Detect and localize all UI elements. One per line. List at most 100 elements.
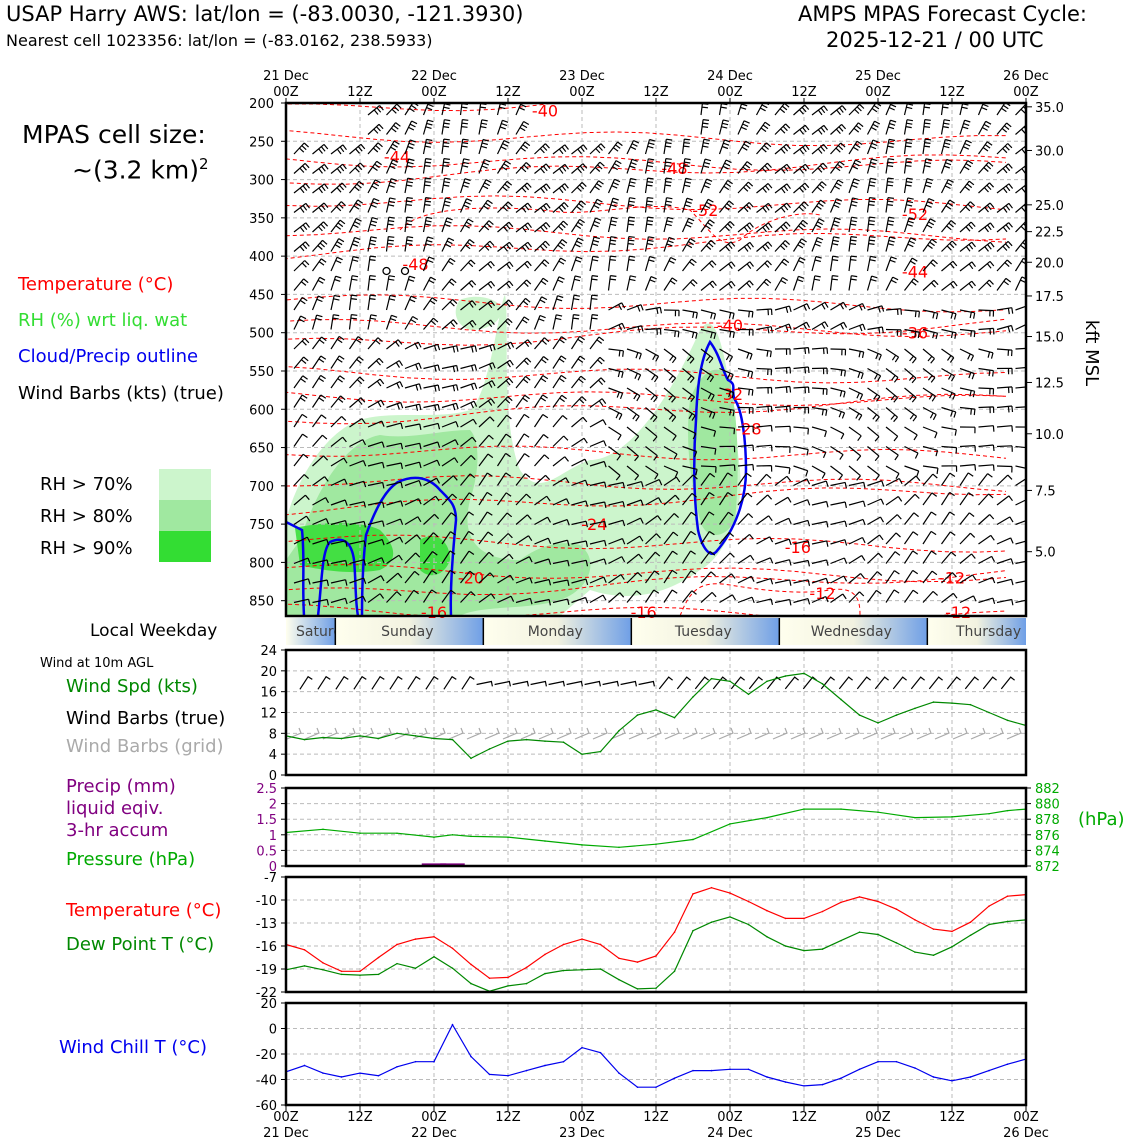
wind-barb-icon: [367, 461, 385, 469]
wind-barb-icon: [404, 442, 422, 450]
wind10m-panel: 0 4 8 12 16 20 24: [260, 644, 1028, 784]
wind-barb-icon: [756, 241, 773, 252]
wind-barb-icon: [885, 236, 896, 252]
wind-barb-icon: [404, 516, 422, 526]
temperature-line-point: [377, 956, 380, 959]
wind-barb-icon: [626, 236, 635, 252]
wind-barb-icon: [460, 418, 477, 428]
wind-barb-icon: [312, 163, 329, 174]
wind-barb-icon: [349, 559, 367, 566]
wind-barb-icon: [811, 105, 828, 116]
wind-barb-icon: [589, 314, 599, 330]
wind-barb-icon: [515, 577, 533, 584]
top-hour-label: 00Z: [569, 85, 595, 100]
wind-barb-icon: [811, 301, 829, 311]
wind-barb-icon: [829, 255, 839, 272]
wind-barb-icon: [811, 595, 829, 604]
temperature-line-point: [914, 919, 916, 921]
wind-barb-icon: [626, 517, 644, 526]
wind-barb-icon: [367, 337, 383, 350]
wind-barb-icon: [756, 444, 773, 452]
wind-barb-icon: [848, 426, 862, 442]
temperature-contour-line: [286, 294, 1007, 313]
temperature-line-point: [803, 917, 805, 920]
pressure-line-point: [322, 828, 324, 831]
wind-barb-icon: [534, 454, 550, 467]
wind-barb-icon: [830, 321, 848, 331]
wind-barb-grid-icon: [1006, 727, 1022, 740]
wind-barb-icon: [423, 422, 441, 430]
wind-barb-icon: [515, 493, 532, 506]
wind-barb-icon: [478, 416, 495, 428]
wind-barb-icon: [422, 158, 432, 174]
wind-barb-icon: [441, 457, 459, 467]
top-hour-label: 12Z: [939, 85, 965, 100]
wind-barb-icon: [718, 472, 733, 486]
wind-barb-icon: [700, 158, 712, 174]
wind-barb-icon: [330, 182, 347, 194]
wind-barb-icon: [312, 559, 330, 566]
wind-barb-icon: [404, 139, 416, 155]
wind-barb-icon: [367, 255, 377, 272]
wind-barb-icon: [978, 473, 993, 486]
wind-barb-icon: [404, 103, 419, 116]
temperature-line-point: [895, 908, 898, 910]
wind-barb-icon: [866, 236, 876, 252]
wind-barb-icon: [330, 201, 347, 213]
wind-barb-icon: [718, 491, 734, 506]
wind-barb-icon: [774, 305, 792, 313]
wind-barb-icon: [330, 559, 348, 567]
wind-barb-icon: [515, 453, 530, 467]
wind-barb-icon: [478, 531, 494, 545]
wind-barb-icon: [478, 119, 488, 135]
wind-barb-icon: [756, 202, 773, 213]
wind-barb-icon: [460, 345, 478, 353]
temperature-contour-line: [286, 603, 1007, 616]
wind-barb-icon: [867, 407, 880, 422]
wind-barb-icon: [774, 465, 791, 474]
wind-barb-grid-icon: [610, 727, 626, 740]
legend-windchill: Wind Chill T (°C): [59, 1037, 207, 1058]
wind-barb-icon: [737, 120, 750, 135]
wind-barb-icon: [644, 177, 654, 194]
panel-frame: [284, 786, 1028, 868]
top-hour-label: 00Z: [717, 85, 743, 100]
dewpoint-line-point: [322, 968, 324, 971]
wind-barb-icon: [608, 446, 621, 461]
dewpoint-line-point: [692, 929, 694, 932]
wind-barb-icon: [534, 413, 549, 428]
wind-barb-icon: [441, 197, 452, 213]
kft-tick-label: 20.0: [1035, 256, 1064, 271]
wind-barb-icon: [718, 119, 730, 135]
wind-barb-icon: [534, 578, 552, 586]
wind-barb-icon: [830, 539, 848, 546]
dewpoint-line-point: [877, 933, 879, 936]
wind-barb-icon: [756, 142, 772, 155]
bottom-date-label: 23 Dec: [559, 1126, 605, 1140]
wind-barb-icon: [570, 314, 580, 330]
wind-barb-icon: [571, 200, 586, 213]
temperature-contour-label: -12: [939, 569, 965, 588]
wind-barb-icon: [922, 590, 938, 603]
wind-barb-icon: [407, 675, 421, 690]
pressure-line-point: [359, 832, 361, 835]
weekday-band: [779, 618, 928, 645]
wind-barb-icon: [367, 593, 385, 603]
wind-barb-icon: [830, 557, 848, 565]
wind-barb-icon: [941, 260, 958, 272]
legend-rh70: RH > 70%: [40, 474, 133, 495]
wind-barb-icon: [996, 240, 1013, 252]
pressure-line-point: [951, 816, 953, 818]
weekday-band: [483, 618, 632, 645]
wind-barb-icon: [441, 384, 459, 392]
wind-barb-icon: [1015, 366, 1026, 370]
legend-precip-2: liquid eqiv.: [66, 798, 164, 819]
wind-barb-icon: [607, 178, 621, 194]
wind-barb-icon: [645, 328, 662, 335]
wind-barb-icon: [719, 309, 735, 320]
top-hour-label: 12Z: [495, 85, 521, 100]
wind-barb-icon: [978, 309, 995, 317]
top-date-label: 26 Dec: [1003, 69, 1049, 84]
wind-barb-icon: [441, 158, 450, 174]
wind-barb-icon: [478, 199, 493, 213]
